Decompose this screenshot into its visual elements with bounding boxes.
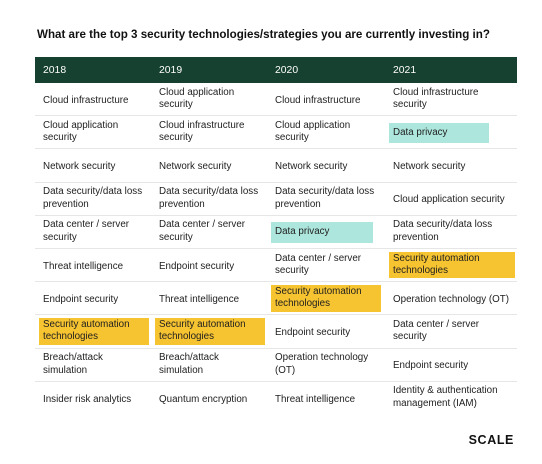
table-cell: Operation technology (OT) [393,294,509,306]
table-row: Cloud infrastructure Cloud application s… [35,83,517,117]
security-automation-highlight: Security automation technologies [155,318,265,345]
table-cell: Data security/data loss prevention [393,219,493,243]
data-privacy-highlight: Data privacy [389,122,489,143]
table-cell: Network security [275,161,348,173]
table-cell: Threat intelligence [159,294,240,306]
page-title: What are the top 3 security technologies… [37,28,490,41]
column-header-2021: 2021 [385,57,517,83]
table-cell: Cloud application security [43,119,119,144]
table-cell: Data security/data loss prevention [43,186,143,210]
table-cell: Threat intelligence [275,393,356,405]
table-cell: Threat intelligence [43,260,124,272]
table-cell: Endpoint security [393,360,469,372]
table-cell: Data center / server security [393,319,480,343]
table-cell: Data center / server security [159,219,246,243]
table-cell: Breach/attack simulation [159,352,219,376]
table-cell: Cloud infrastructure security [159,119,245,144]
table-cell: Quantum encryption [159,393,248,405]
column-header-2020: 2020 [267,57,385,83]
security-automation-highlight: Security automation technologies [271,284,381,312]
table-body: Cloud infrastructure Cloud application s… [35,83,517,414]
table-cell: Cloud infrastructure security [393,86,479,111]
table-cell: Network security [159,161,232,173]
table-cell: Operation technology (OT) [275,352,369,376]
table-cell: Cloud infrastructure [43,94,129,106]
table-cell: Data security/data loss prevention [159,186,259,210]
security-automation-highlight: Security automation technologies [39,318,149,345]
table-cell: Network security [393,161,466,173]
table-row: Threat intelligence Endpoint security Da… [35,248,517,283]
column-header-2018: 2018 [35,57,151,83]
table-cell: Data center / server security [275,252,362,277]
table-row: Breach/attack simulation Breach/attack s… [35,348,517,382]
table-cell: Endpoint security [159,260,235,272]
table-row: Data security/data loss prevention Data … [35,182,517,216]
table-cell: Data center / server security [43,219,130,243]
table-header: 2018 2019 2020 2021 [35,57,517,83]
table-cell: Insider risk analytics [43,393,132,405]
table-cell: Cloud infrastructure [275,94,361,106]
table-cell: Endpoint security [43,294,119,306]
investment-table: 2018 2019 2020 2021 Cloud infrastructure… [35,57,517,414]
table-cell: Breach/attack simulation [43,352,103,376]
table-row: Data center / server security Data cente… [35,215,517,249]
table-cell: Cloud application security [275,119,351,144]
table-cell: Endpoint security [275,327,351,339]
table-cell: Cloud application security [159,86,235,111]
header-row: 2018 2019 2020 2021 [35,57,517,83]
table-row: Network security Network security Networ… [35,148,517,183]
table-cell: Data security/data loss prevention [275,186,375,210]
column-header-2019: 2019 [151,57,267,83]
table-cell: Cloud application security [393,194,505,206]
scale-logo: SCALE [468,433,514,447]
table-cell: Identity & authentication management (IA… [393,385,498,409]
data-privacy-highlight: Data privacy [271,222,373,243]
table-row: Endpoint security Threat intelligence Se… [35,281,517,316]
table-row: Insider risk analytics Quantum encryptio… [35,381,517,414]
table-row: Cloud application security Cloud infrast… [35,115,517,150]
table-cell: Network security [43,161,116,173]
table-row: Security automation technologies Securit… [35,314,517,349]
security-automation-highlight: Security automation technologies [389,251,515,279]
